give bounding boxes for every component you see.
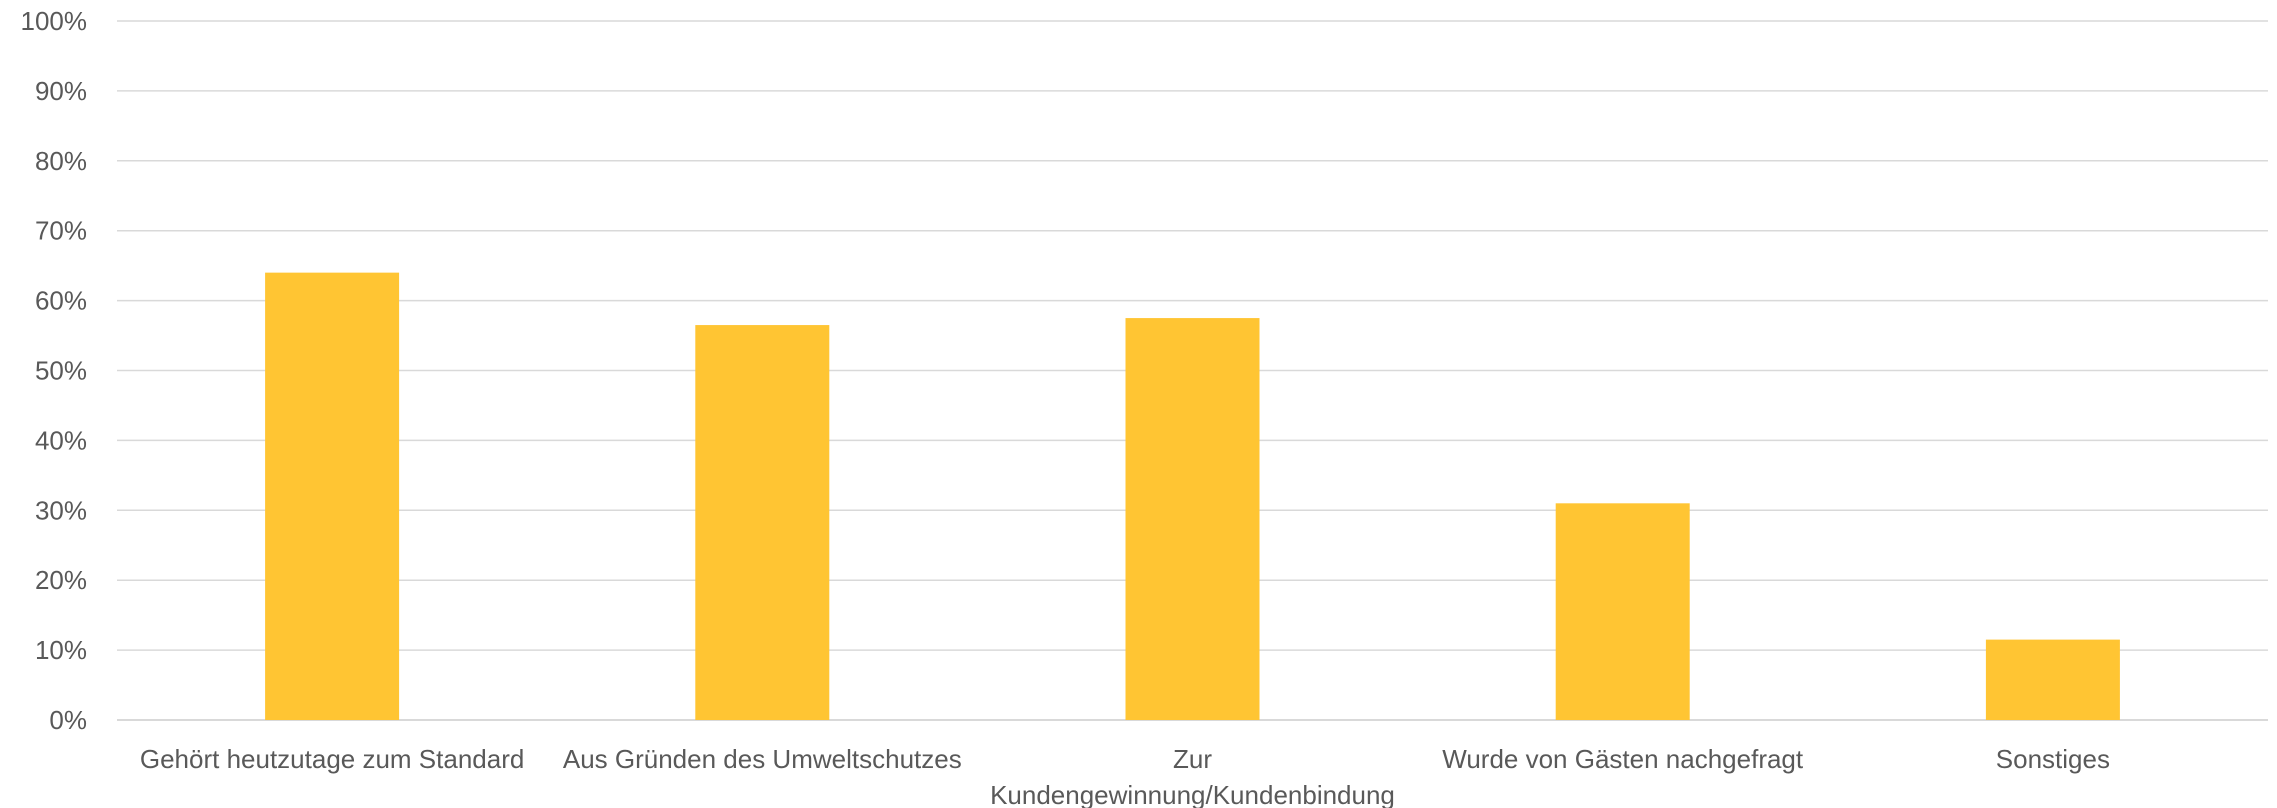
y-tick-label: 0% <box>49 705 87 735</box>
x-category-label: Sonstiges <box>1996 744 2110 774</box>
bar <box>265 272 400 720</box>
bar <box>1985 639 2120 720</box>
x-category-label: Aus Gründen des Umweltschutzes <box>563 744 962 774</box>
x-category-label: Wurde von Gästen nachgefragt <box>1442 744 1804 774</box>
y-tick-label: 40% <box>35 425 87 455</box>
x-category-label: Gehört heutzutage zum Standard <box>140 744 524 774</box>
y-tick-label: 70% <box>35 216 87 246</box>
x-axis-category-labels: Gehört heutzutage zum Standard Aus Gründe… <box>140 744 2110 808</box>
y-tick-label: 30% <box>35 495 87 525</box>
y-axis-tick-labels: 0% 10% 20% 30% 40% 50% 60% 70% 80% 90% 100% <box>21 6 88 735</box>
bar <box>695 325 830 720</box>
bars <box>265 272 2120 720</box>
y-tick-label: 50% <box>35 356 87 386</box>
x-category-label: Zur <box>1173 744 1212 774</box>
y-tick-label: 10% <box>35 635 87 665</box>
y-tick-label: 90% <box>35 76 87 106</box>
y-tick-label: 60% <box>35 286 87 316</box>
bar <box>1555 503 1690 720</box>
bar <box>1125 318 1260 720</box>
y-tick-label: 80% <box>35 146 87 176</box>
x-category-label: Kundengewinnung/Kundenbindung <box>990 780 1395 808</box>
y-tick-label: 100% <box>21 6 88 36</box>
y-tick-label: 20% <box>35 565 87 595</box>
